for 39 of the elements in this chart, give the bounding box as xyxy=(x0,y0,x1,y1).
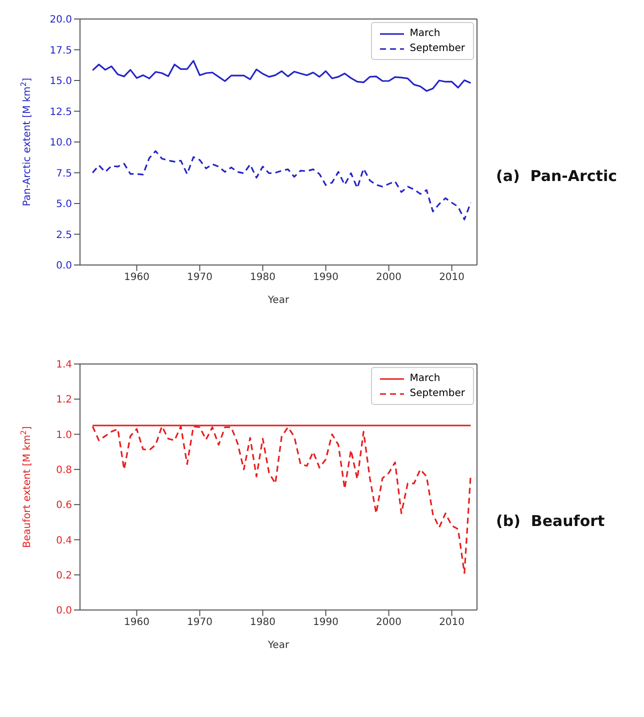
legend-label: September xyxy=(410,387,465,401)
text: (a) Pan-Arctic xyxy=(496,166,617,184)
y-tick-label: 15.0 xyxy=(50,76,72,88)
y-tick-label: 20.0 xyxy=(50,14,72,26)
x-tick-label: 1970 xyxy=(187,617,212,628)
y-tick-label: 17.5 xyxy=(50,45,72,56)
line-series xyxy=(92,150,472,220)
text: (b) Beaufort xyxy=(496,512,605,530)
x-axis-title: Year xyxy=(266,640,290,651)
x-tick-label: 2000 xyxy=(376,272,402,284)
y-tick-label: 10.0 xyxy=(50,138,72,149)
legend-label: March xyxy=(410,27,440,41)
y-tick-label: 0.0 xyxy=(56,606,72,617)
y-tick-label: 1.4 xyxy=(56,360,72,371)
x-tick-label: 2010 xyxy=(439,272,465,284)
y-tick-label: 7.5 xyxy=(56,168,72,180)
legend-label: March xyxy=(410,372,440,386)
legend-label: September xyxy=(410,42,465,56)
y-tick-label: 0.8 xyxy=(56,464,72,476)
x-tick-label: 1960 xyxy=(124,617,150,628)
x-tick-label: 1980 xyxy=(250,272,276,284)
y-tick-label: 0.6 xyxy=(56,500,72,512)
line-series xyxy=(92,60,472,92)
y-tick-label: 0.2 xyxy=(56,570,72,582)
x-tick-label: 1970 xyxy=(187,272,212,284)
x-tick-label: 2010 xyxy=(439,617,465,628)
y-tick-label: 12.5 xyxy=(50,106,72,118)
x-tick-label: 1980 xyxy=(250,617,276,628)
x-tick-label: 1990 xyxy=(313,272,338,284)
y-tick-label: 5.0 xyxy=(56,199,72,210)
y-tick-label: 0.4 xyxy=(56,535,72,546)
x-axis-title: Year xyxy=(266,295,290,306)
x-tick-label: 1960 xyxy=(124,272,150,284)
y-tick-label: 0.0 xyxy=(56,260,72,272)
x-tick-label: 2000 xyxy=(376,617,402,628)
y-tick-label: 1.0 xyxy=(56,430,72,441)
y-tick-label: 1.2 xyxy=(56,394,72,406)
x-tick-label: 1990 xyxy=(313,617,338,628)
y-tick-label: 2.5 xyxy=(56,230,72,241)
